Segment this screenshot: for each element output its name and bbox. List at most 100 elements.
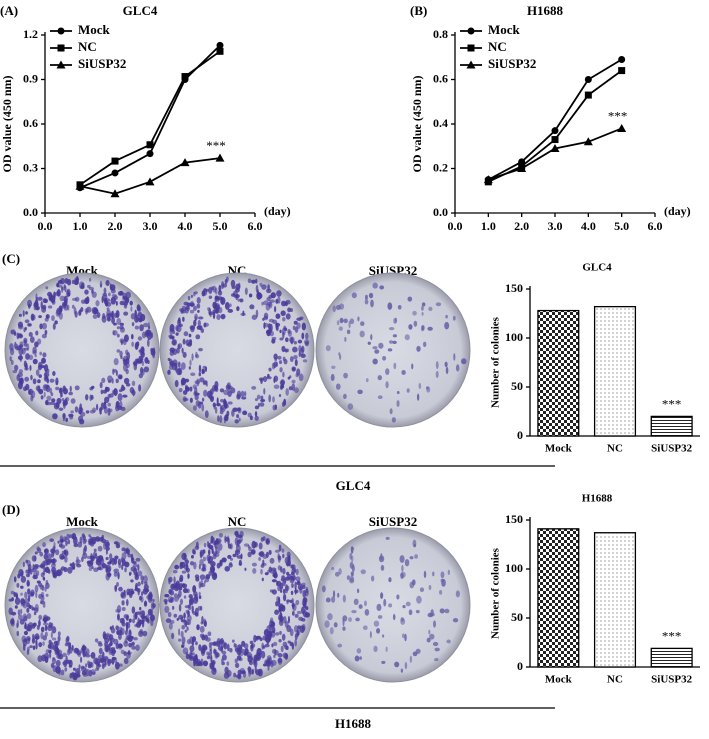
colony (152, 347, 156, 353)
colony (177, 317, 181, 324)
colony (180, 630, 184, 638)
colony (180, 309, 184, 314)
colony (209, 662, 212, 669)
colony (119, 617, 125, 624)
colony (192, 549, 196, 555)
y-tick-label: 0.2 (433, 160, 448, 174)
colony (143, 600, 148, 607)
colony (32, 358, 38, 365)
colony (42, 571, 46, 575)
colony (444, 608, 450, 614)
colony (85, 663, 88, 668)
colony (414, 554, 418, 559)
colony (178, 638, 182, 642)
colony (196, 303, 201, 309)
colony (117, 571, 120, 580)
colony (258, 557, 262, 561)
legend-label: Mock (78, 22, 111, 37)
colony (195, 641, 198, 646)
colony (28, 331, 33, 338)
y-tick-label: 0.3 (23, 160, 38, 174)
colony (116, 613, 120, 621)
colony (106, 307, 110, 311)
colony (70, 398, 76, 404)
colony (118, 586, 123, 592)
colony (165, 618, 172, 624)
colony (376, 603, 382, 612)
photo-label: Mock (66, 514, 99, 529)
marker (57, 27, 65, 35)
y-tick-label: 0.6 (23, 116, 38, 130)
colony (255, 278, 258, 284)
colony (257, 402, 260, 408)
colony (115, 609, 121, 613)
colony (16, 619, 19, 628)
marker (216, 47, 224, 55)
colony (294, 638, 298, 647)
colony (370, 299, 374, 308)
colony (55, 386, 60, 391)
colony (254, 415, 259, 421)
marker (216, 41, 224, 49)
colony (81, 670, 86, 676)
series-line (79, 157, 221, 195)
colony (285, 313, 291, 320)
colony (192, 405, 197, 411)
colony (134, 574, 139, 581)
colony (373, 645, 378, 653)
colony (239, 530, 244, 538)
colony (26, 579, 30, 587)
colony (223, 417, 227, 424)
colony (107, 659, 111, 667)
colony (212, 641, 217, 647)
colony (207, 631, 212, 637)
colony (412, 651, 418, 657)
colony (254, 405, 260, 410)
colony (68, 534, 73, 539)
colony (113, 388, 118, 396)
colony (199, 559, 204, 566)
colony (279, 367, 283, 373)
colony (196, 378, 200, 387)
colony (277, 653, 283, 658)
colony (268, 394, 272, 403)
colony (35, 590, 38, 599)
colony (131, 341, 134, 347)
colony (380, 592, 384, 599)
colony (262, 375, 268, 383)
colony (130, 579, 134, 583)
colony (198, 347, 203, 352)
colony (115, 625, 119, 631)
x-tick-label: Mock (545, 443, 573, 455)
dish (315, 527, 471, 683)
colony (56, 289, 61, 297)
marker (56, 60, 66, 69)
colony (62, 387, 68, 395)
colony (47, 553, 52, 561)
colony (185, 609, 190, 614)
dish-photo (4, 272, 160, 428)
colony (237, 669, 243, 676)
colony (408, 609, 413, 616)
colony (220, 641, 226, 648)
colony (241, 640, 246, 647)
colony (435, 370, 439, 379)
colony (265, 635, 271, 643)
colony (193, 391, 198, 397)
colony (182, 647, 189, 655)
colony (140, 596, 144, 603)
colony (290, 337, 294, 345)
colony (288, 386, 293, 391)
colony (52, 557, 56, 566)
colony (416, 345, 421, 352)
colony (39, 600, 46, 605)
colony (198, 595, 202, 600)
colony (272, 641, 278, 647)
colony (275, 322, 281, 327)
legend-label: SiUSP32 (78, 56, 126, 71)
colony (455, 590, 461, 598)
colony (144, 588, 150, 593)
colony (51, 315, 55, 322)
colony (22, 613, 28, 622)
